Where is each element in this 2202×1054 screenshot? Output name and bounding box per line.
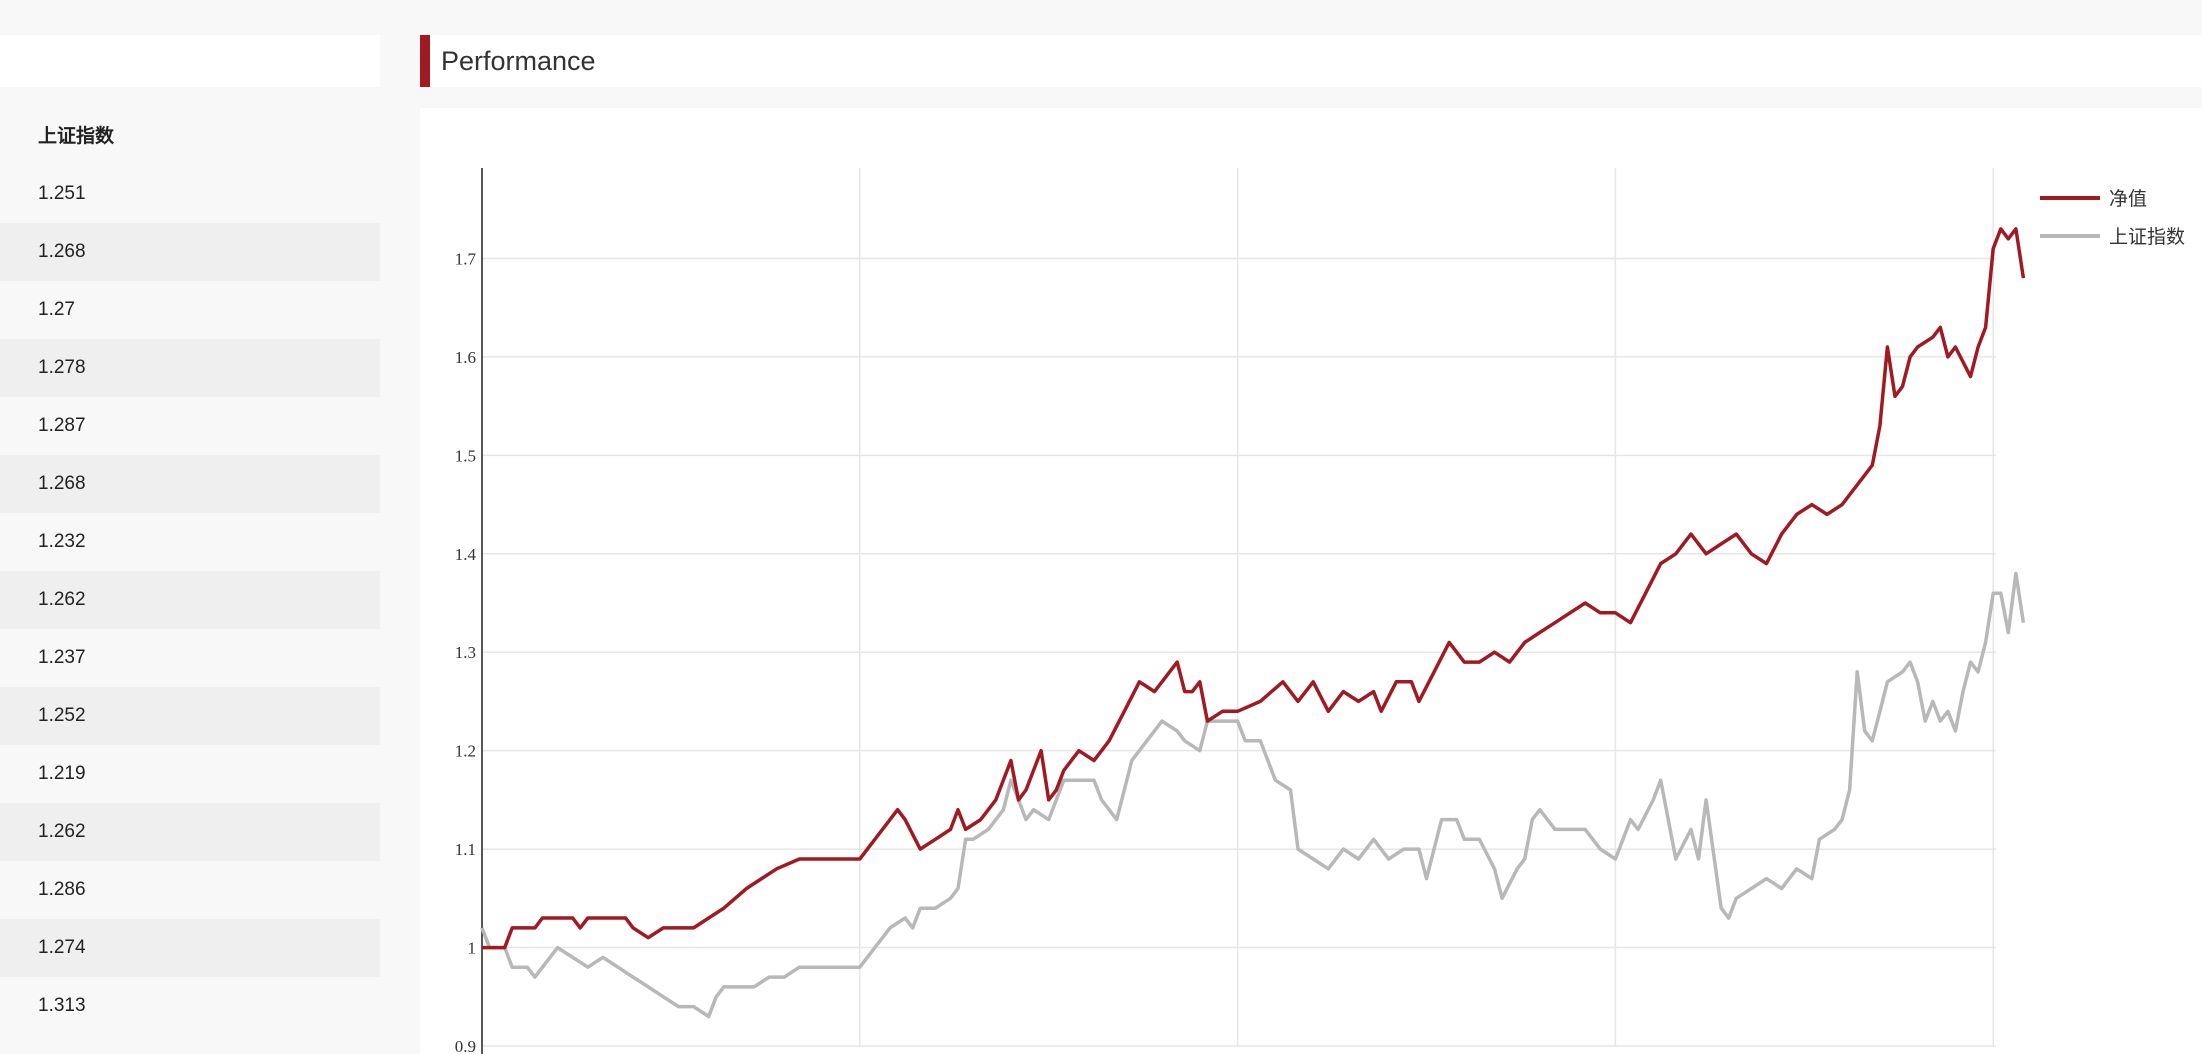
legend-label: 上证指数 [2109,226,2185,248]
section-header: Performance [420,35,2202,87]
y-tick-label: 1.1 [455,840,476,859]
series-line-0 [482,227,2026,950]
table-row: 1.313 [38,995,86,1016]
table-row: 1.27 [38,299,75,320]
y-tick-label: 1.2 [455,742,476,761]
y-tick-label: 1.4 [455,545,477,564]
section-accent-bar [420,35,430,87]
legend-label: 净值 [2109,188,2147,210]
table-row: 1.252 [0,687,380,745]
table-row: 1.251 [38,183,86,204]
table-header: 上证指数 [38,126,115,147]
table-row: 1.274 [0,919,380,977]
table-row: 1.262 [0,571,380,629]
y-tick-label: 1.3 [455,643,476,662]
performance-chart-card: 0.9 1 1.1 1.2 1.3 1.4 1.5 1.6 1.7 净值上证指数 [420,108,2202,1054]
table-row: 1.278 [0,339,380,397]
y-tick-label: 1 [468,939,477,958]
table-row: 1.232 [38,531,86,552]
index-value-table: 上证指数 1.251 1.268 1.27 1.278 1.287 1.268 1.232 1… [0,108,380,1054]
y-tick-label: 1.6 [455,348,476,367]
y-tick-label: 0.9 [455,1037,476,1054]
table-row: 1.262 [0,803,380,861]
table-row: 1.219 [38,763,86,784]
table-row: 1.237 [38,647,86,668]
table-row: 1.286 [38,879,86,900]
table-rows: 1.251 1.268 1.27 1.278 1.287 1.268 1.232 1.262 1… [0,165,380,1035]
section-title: Performance [441,46,596,76]
table-row: 1.268 [0,455,380,513]
y-tick-label: 1.7 [455,249,477,268]
table-row: 1.268 [0,223,380,281]
y-tick-label: 1.5 [455,446,476,465]
table-row: 1.287 [38,415,86,436]
series-line-1 [480,571,2026,1019]
left-top-panel [0,35,380,87]
